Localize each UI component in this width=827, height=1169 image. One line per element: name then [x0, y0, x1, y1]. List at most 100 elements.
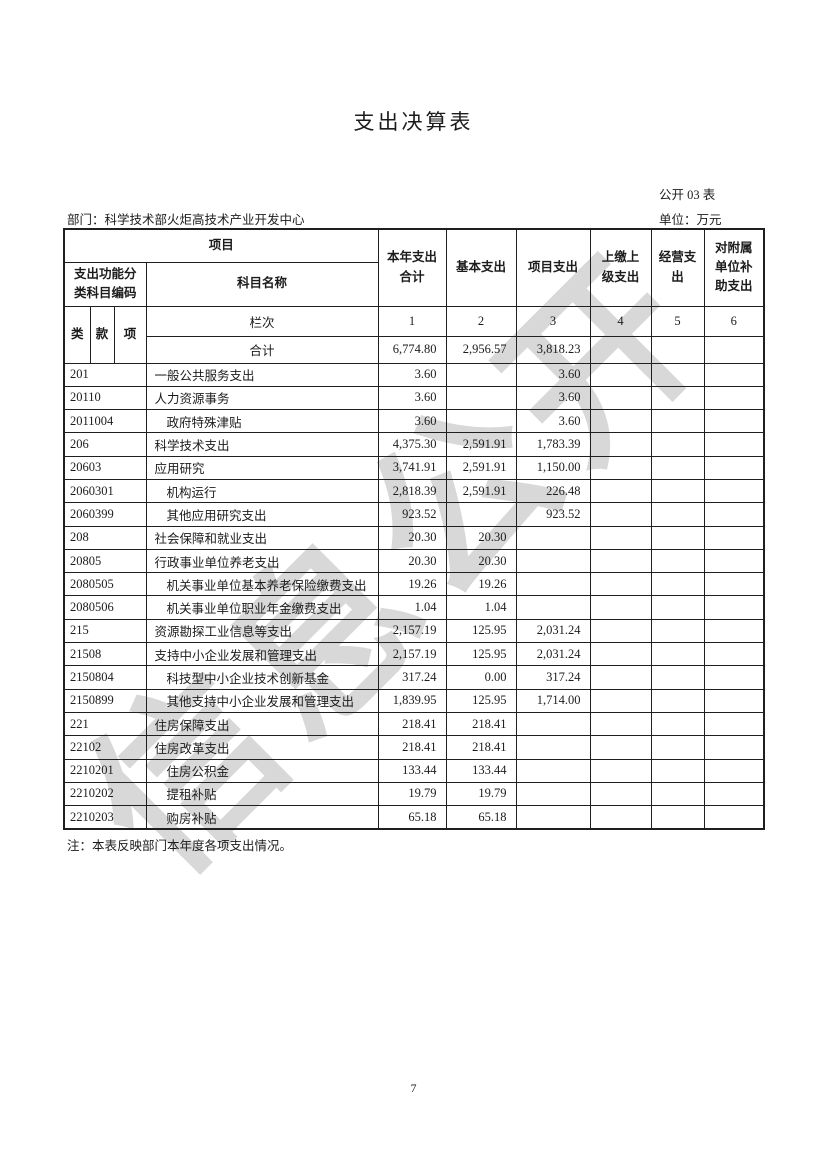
value-cell: [703, 595, 765, 620]
value-cell: 1.04: [445, 595, 517, 620]
value-cell: [650, 688, 705, 713]
value-cell: [650, 665, 705, 690]
value-cell: [515, 781, 591, 807]
value-cell: [703, 781, 765, 807]
value-cell: [650, 572, 705, 597]
table-row: 20110 人力资源事务 3.60 3.60: [63, 385, 765, 411]
code-cell: 2080506: [63, 595, 147, 620]
value-cell: 1,839.95: [377, 688, 447, 713]
value-cell: 3.60: [515, 362, 591, 387]
value-cell: [515, 735, 591, 760]
header-subject-name: 科目名称: [145, 261, 379, 307]
value-cell: 19.79: [445, 781, 517, 807]
header-section: 款: [89, 305, 115, 364]
value-cell: 65.18: [445, 805, 517, 830]
value-cell: [589, 525, 652, 550]
value-cell: [589, 781, 652, 807]
subject-name-cell: 机关事业单位职业年金缴费支出: [145, 595, 379, 620]
value-cell: [703, 362, 765, 387]
value-cell: 65.18: [377, 805, 447, 830]
total-row-label: 合计: [145, 335, 379, 364]
table-row: 2060301 机构运行 2,818.39 2,591.91 226.48: [63, 478, 765, 504]
subject-name-cell: 提租补贴: [145, 781, 379, 807]
value-cell: [650, 618, 705, 644]
total-value-cell: [589, 335, 652, 364]
value-cell: [589, 735, 652, 760]
value-cell: [703, 711, 765, 737]
value-cell: [650, 595, 705, 620]
table-row: 2150899 其他支持中小企业发展和管理支出 1,839.95 125.95 …: [63, 688, 765, 713]
expenditure-table-body: 201 一般公共服务支出 3.60 3.60 20110 人力资源事务 3.60…: [63, 362, 765, 830]
value-cell: 133.44: [377, 758, 447, 783]
value-cell: [589, 409, 652, 434]
subject-name-cell: 住房改革支出: [145, 735, 379, 760]
value-cell: 317.24: [377, 665, 447, 690]
value-cell: [703, 409, 765, 434]
value-cell: 20.30: [377, 525, 447, 550]
table-row: 20603 应用研究 3,741.91 2,591.91 1,150.00: [63, 455, 765, 480]
value-cell: 1,150.00: [515, 455, 591, 480]
value-cell: [703, 618, 765, 644]
total-value-cell: 6,774.80: [377, 335, 447, 364]
value-cell: [589, 805, 652, 830]
code-cell: 208: [63, 525, 147, 550]
value-cell: [589, 385, 652, 411]
value-cell: 1,714.00: [515, 688, 591, 713]
value-cell: [650, 455, 705, 480]
value-cell: [650, 805, 705, 830]
code-cell: 221: [63, 711, 147, 737]
value-cell: [703, 665, 765, 690]
value-cell: [589, 362, 652, 387]
value-cell: 4,375.30: [377, 432, 447, 457]
table-row: 221 住房保障支出 218.41 218.41: [63, 711, 765, 737]
value-cell: 3.60: [377, 409, 447, 434]
value-cell: 3.60: [515, 409, 591, 434]
value-cell: 2,591.91: [445, 432, 517, 457]
code-cell: 2210202: [63, 781, 147, 807]
table-row: 2080506 机关事业单位职业年金缴费支出 1.04 1.04: [63, 595, 765, 620]
column-number-cell: 2: [445, 305, 517, 337]
subject-name-cell: 科学技术支出: [145, 432, 379, 457]
code-cell: 2150804: [63, 665, 147, 690]
value-cell: 1,783.39: [515, 432, 591, 457]
column-number-cell: 5: [650, 305, 705, 337]
value-cell: 923.52: [377, 502, 447, 527]
subject-name-cell: 住房公积金: [145, 758, 379, 783]
table-row: 2060399 其他应用研究支出 923.52 923.52: [63, 502, 765, 527]
value-cell: 3.60: [377, 385, 447, 411]
value-cell: [589, 548, 652, 574]
header-project-expenditure: 项目支出: [515, 228, 591, 307]
value-cell: [445, 409, 517, 434]
code-cell: 20805: [63, 548, 147, 574]
value-cell: [589, 502, 652, 527]
page-number: 7: [410, 1081, 417, 1095]
value-cell: [589, 758, 652, 783]
table-row: 2150804 科技型中小企业技术创新基金 317.24 0.00 317.24: [63, 665, 765, 690]
table-row: 215 资源勘探工业信息等支出 2,157.19 125.95 2,031.24: [63, 618, 765, 644]
subject-name-cell: 购房补贴: [145, 805, 379, 830]
value-cell: 2,591.91: [445, 455, 517, 480]
code-cell: 206: [63, 432, 147, 457]
code-cell: 2080505: [63, 572, 147, 597]
column-number-cell: 3: [515, 305, 591, 337]
header-total-this-year: 本年支出 合计: [377, 228, 447, 307]
header-basic-expenditure: 基本支出: [445, 228, 517, 307]
value-cell: [703, 455, 765, 480]
code-cell: 2011004: [63, 409, 147, 434]
value-cell: 218.41: [445, 735, 517, 760]
total-value-cell: 2,956.57: [445, 335, 517, 364]
subject-name-cell: 其他应用研究支出: [145, 502, 379, 527]
code-cell: 2060301: [63, 478, 147, 504]
value-cell: 125.95: [445, 618, 517, 644]
table-row: 206 科学技术支出 4,375.30 2,591.91 1,783.39: [63, 432, 765, 457]
column-number-cell: 6: [703, 305, 765, 337]
value-cell: [703, 572, 765, 597]
subject-name-cell: 支持中小企业发展和管理支出: [145, 642, 379, 667]
code-cell: 21508: [63, 642, 147, 667]
subject-name-cell: 科技型中小企业技术创新基金: [145, 665, 379, 690]
value-cell: 218.41: [377, 735, 447, 760]
value-cell: [589, 618, 652, 644]
value-cell: 19.26: [377, 572, 447, 597]
subject-name-cell: 政府特殊津贴: [145, 409, 379, 434]
